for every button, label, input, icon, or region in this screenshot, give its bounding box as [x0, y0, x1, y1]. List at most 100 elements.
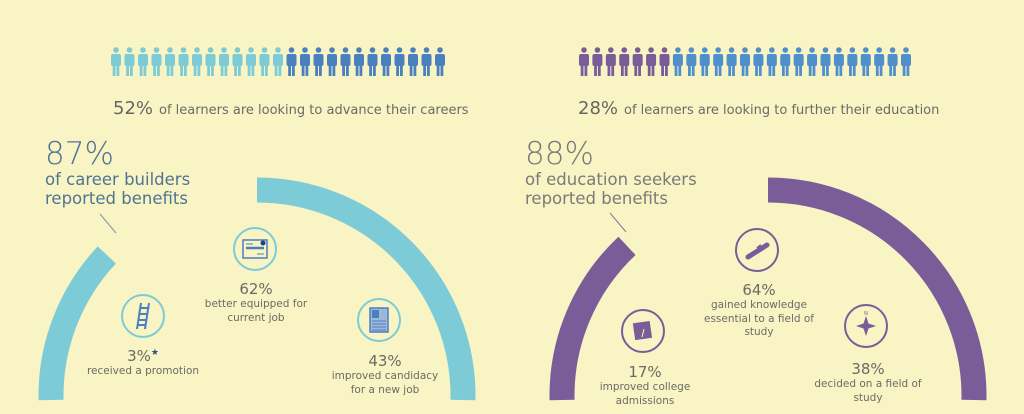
stat-label: admissions: [615, 394, 675, 407]
person-icon: [408, 47, 418, 76]
stat-label: received a promotion: [86, 365, 200, 377]
person-icon: [205, 47, 216, 76]
person-icon: [592, 47, 603, 76]
compass-icon: N: [844, 304, 888, 348]
person-icon: [619, 47, 630, 76]
career-benefits-arc: [38, 177, 476, 401]
stat-pct: 43%: [368, 352, 402, 370]
education-caption-text: of learners are looking to further their…: [624, 103, 940, 118]
person-icon: [579, 47, 589, 76]
career-headline-line1: of career builders: [45, 170, 191, 189]
arc-segment: [38, 246, 117, 401]
person-icon: [138, 47, 148, 76]
stat-label: gained knowledge: [710, 299, 808, 311]
person-icon: [259, 47, 270, 76]
person-icon: [124, 47, 135, 76]
education-headline-pct: 88%: [525, 136, 594, 172]
ladder-icon: [121, 294, 165, 338]
education-caption: 28% of learners are looking to further th…: [578, 98, 939, 119]
person-icon: [847, 47, 858, 76]
person-icon: [740, 47, 750, 76]
person-icon: [313, 47, 324, 76]
person-icon: [246, 47, 256, 76]
person-icon: [394, 47, 405, 76]
stat-pct: 64%: [742, 281, 776, 299]
person-icon: [793, 47, 804, 76]
career-stat-promotion: 3%★ received a promotion: [58, 345, 228, 379]
person-icon: [686, 47, 697, 76]
stat-label: current job: [227, 311, 285, 324]
diploma-scroll-icon: [735, 228, 779, 272]
person-icon: [672, 47, 683, 76]
arc-segment: [256, 177, 476, 401]
person-icon: [820, 47, 831, 76]
person-icon: [286, 47, 297, 76]
stat-label: study: [853, 391, 883, 404]
education-stat-admissions: 17% improved college admissions: [560, 364, 730, 408]
education-people-row: [579, 47, 911, 76]
person-icon: [327, 47, 337, 76]
person-icon: [632, 47, 643, 76]
person-icon: [699, 47, 710, 76]
person-icon: [753, 47, 764, 76]
stat-label: better equipped for: [204, 298, 308, 310]
person-icon: [192, 47, 202, 76]
career-headline-line2: reported benefits: [45, 189, 188, 208]
person-icon: [367, 47, 378, 76]
person-icon: [807, 47, 818, 76]
person-icon: [165, 47, 175, 76]
person-icon: [726, 47, 737, 76]
stat-pct: 62%: [239, 280, 273, 298]
certificate-icon: [233, 227, 277, 271]
notebook-icon: [621, 309, 665, 353]
person-icon: [151, 47, 162, 76]
person-icon: [354, 47, 364, 76]
career-people-row: [111, 47, 445, 76]
person-icon: [111, 47, 121, 76]
stat-pct: 3%: [127, 347, 151, 365]
person-icon: [901, 47, 911, 76]
career-headline: 87% of career builders reported benefits: [45, 138, 190, 208]
person-icon: [833, 47, 844, 76]
person-icon: [300, 47, 310, 76]
stat-label: improved college: [599, 381, 691, 393]
career-caption: 52% of learners are looking to advance th…: [113, 98, 469, 119]
person-icon: [232, 47, 243, 76]
person-icon: [421, 47, 432, 76]
person-icon: [659, 47, 670, 76]
person-icon: [178, 47, 189, 76]
person-icon: [780, 47, 791, 76]
star-icon: ★: [150, 348, 159, 358]
career-headline-pct: 87%: [45, 136, 114, 172]
person-icon: [605, 47, 616, 76]
person-icon: [646, 47, 657, 76]
person-icon: [219, 47, 229, 76]
person-icon: [887, 47, 898, 76]
education-headline-line2: reported benefits: [525, 189, 668, 208]
stat-label: improved candidacy: [331, 370, 439, 382]
education-headline: 88% of education seekers reported benefi…: [525, 138, 697, 208]
person-icon: [874, 47, 885, 76]
arc-segment: [549, 236, 636, 401]
compass-north-label: N: [864, 311, 868, 317]
career-caption-text: of learners are looking to advance their…: [159, 103, 469, 118]
education-caption-pct: 28%: [578, 98, 619, 119]
person-icon: [381, 47, 391, 76]
stat-label: for a new job: [350, 383, 420, 396]
education-pointer-line: [609, 212, 627, 233]
stat-label: decided on a field of: [814, 378, 922, 390]
person-icon: [860, 47, 871, 76]
career-stat-candidacy: 43% improved candidacy for a new job: [300, 353, 470, 397]
person-icon: [340, 47, 351, 76]
career-pointer-line: [99, 213, 117, 234]
person-icon: [435, 47, 445, 76]
education-headline-line1: of education seekers: [525, 170, 697, 189]
career-stat-equipped: 62% better equipped for current job: [171, 281, 341, 325]
person-icon: [766, 47, 777, 76]
resume-icon: [357, 298, 401, 342]
stat-label: essential to a field of: [703, 312, 814, 325]
stat-label: study: [744, 326, 774, 338]
person-icon: [273, 47, 283, 76]
education-stat-field: 38% decided on a field of study: [783, 361, 953, 405]
